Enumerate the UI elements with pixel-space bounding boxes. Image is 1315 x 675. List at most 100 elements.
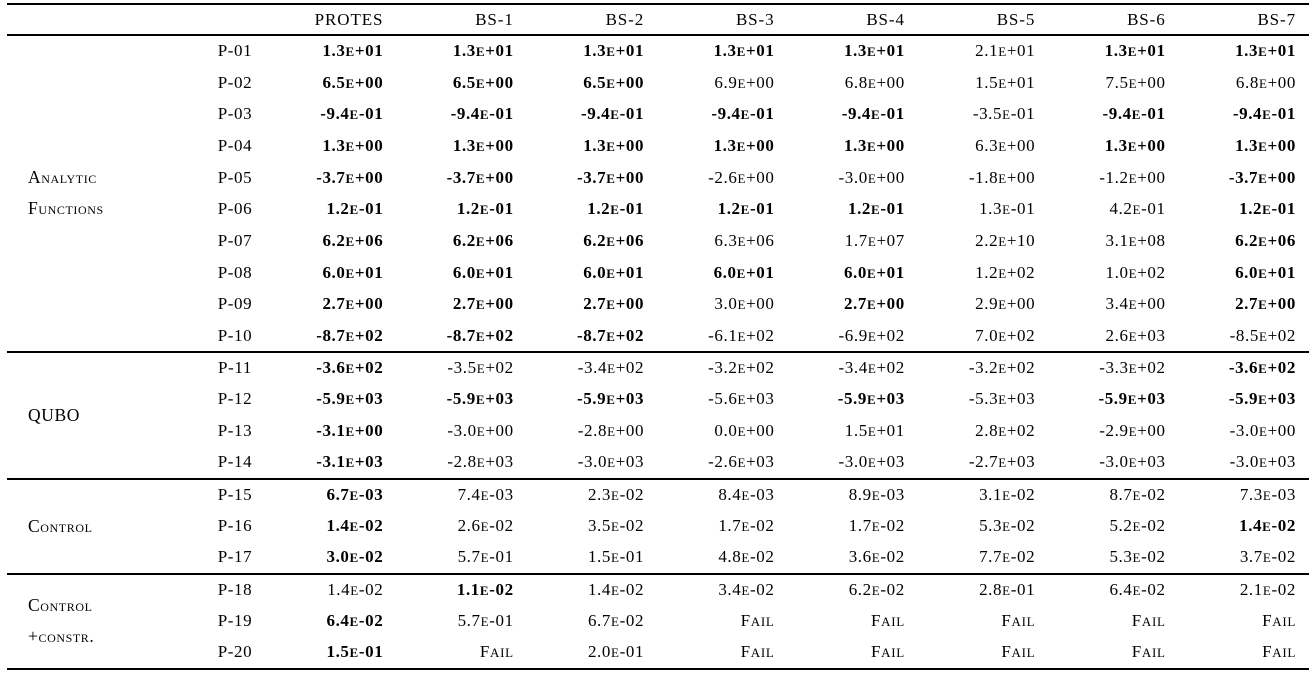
table-row-p-16: P-16 1.4E-02 2.6E-02 3.5E-02 1.7E-02 1.7E-02 5…: [7, 510, 1309, 542]
problem-id-cell: P-13: [217, 421, 253, 441]
value-cell: -3.0E+00: [447, 421, 514, 441]
value-cell: 1.4E-02: [326, 516, 384, 536]
value-cell: 3.7E-02: [1239, 547, 1296, 567]
value-cell: 1.2E+02: [975, 262, 1036, 282]
group-label: Control +constr.: [28, 595, 95, 647]
value-cell: 6.0E+01: [713, 262, 775, 282]
value-cell: 2.0E-01: [587, 642, 645, 662]
value-cell: 2.7E+00: [843, 294, 905, 314]
value-cell: 3.4E-02: [718, 580, 775, 600]
problem-id-cell: P-04: [217, 135, 253, 155]
value-cell: -2.9E+00: [1099, 421, 1166, 441]
value-cell: 7.3E-03: [1239, 484, 1296, 504]
value-cell: FAIL: [1001, 642, 1036, 662]
value-cell: -5.9E+03: [1098, 389, 1166, 409]
group-label: Analytic Functions: [28, 167, 104, 219]
value-cell: 1.3E+00: [843, 135, 905, 155]
value-cell: 8.9E-03: [848, 484, 905, 504]
value-cell: 1.3E+01: [322, 41, 384, 61]
value-cell: 8.4E-03: [718, 484, 775, 504]
value-cell: -2.8E+03: [447, 452, 514, 472]
value-cell: -3.1E+03: [316, 452, 384, 472]
column-header-bs-2: BS-2: [605, 9, 645, 29]
value-cell: -5.3E+03: [968, 389, 1036, 409]
value-cell: 6.2E+06: [452, 230, 514, 250]
value-cell: 1.5E+01: [844, 421, 905, 441]
value-cell: 6.4E-02: [1109, 580, 1166, 600]
value-cell: -5.9E+03: [837, 389, 905, 409]
value-cell: 3.0E+00: [714, 294, 775, 314]
value-cell: 1.5E-01: [587, 547, 645, 567]
column-header-bs-7: BS-7: [1257, 9, 1296, 29]
value-cell: FAIL: [1262, 611, 1296, 631]
table-row-p-13: P-13 -3.1E+00 -3.0E+00 -2.8E+00 0.0E+00 1.5E+…: [7, 415, 1309, 447]
value-cell: 6.0E+01: [583, 262, 645, 282]
value-cell: 2.6E+03: [1105, 325, 1166, 345]
problem-id-cell: P-05: [217, 167, 253, 187]
problem-id-cell: P-17: [217, 547, 253, 567]
value-cell: -3.6E+02: [316, 358, 384, 378]
value-cell: 1.3E+01: [1235, 41, 1296, 61]
value-cell: 1.3E+01: [452, 41, 514, 61]
value-cell: -3.0E+00: [838, 167, 905, 187]
column-header-protes: PROTES: [314, 9, 384, 29]
value-cell: -8.7E+02: [576, 325, 645, 345]
value-cell: -9.4E-01: [1232, 104, 1296, 124]
problem-id-cell: P-16: [217, 516, 253, 536]
value-cell: -5.9E+03: [576, 389, 645, 409]
value-cell: 1.4E-02: [1239, 516, 1296, 536]
value-cell: 7.7E-02: [979, 547, 1036, 567]
value-cell: -3.0E+03: [1229, 452, 1296, 472]
value-cell: 6.7E-03: [326, 484, 384, 504]
table-row-p-09: P-09 2.7E+00 2.7E+00 2.7E+00 3.0E+00 2.7E+00 2…: [7, 289, 1309, 321]
table-row-p-03: P-03 -9.4E-01 -9.4E-01 -9.4E-01 -9.4E-01 -9.4…: [7, 98, 1309, 130]
value-cell: -6.1E+02: [708, 325, 775, 345]
value-cell: 6.2E+06: [583, 230, 645, 250]
table-row-p-10: P-10 -8.7E+02 -8.7E+02 -8.7E+02 -6.1E+02 -6.9…: [7, 320, 1309, 352]
problem-id-cell: P-12: [217, 389, 253, 409]
table-row-p-19: P-19 6.4E-02 5.7E-01 6.7E-02 FAIL FAIL FAIL FAI…: [7, 605, 1309, 637]
table-row-p-02: P-02 6.5E+00 6.5E+00 6.5E+00 6.9E+00 6.8E+00 1…: [7, 67, 1309, 99]
problem-id-cell: P-03: [217, 104, 253, 124]
value-cell: 1.2E-01: [847, 199, 905, 219]
value-cell: 0.0E+00: [714, 421, 775, 441]
value-cell: 5.2E-02: [1109, 516, 1166, 536]
group-label: Control: [28, 515, 93, 536]
value-cell: -3.4E+02: [577, 358, 645, 378]
problem-id-cell: P-18: [217, 580, 253, 600]
value-cell: -9.4E-01: [450, 104, 514, 124]
value-cell: 2.7E+00: [1235, 294, 1296, 314]
table-row-p-11: QUBO P-11 -3.6E+02 -3.5E+02 -3.4E+02 -3.2E+02…: [7, 352, 1309, 425]
value-cell: 6.3E+06: [714, 230, 775, 250]
value-cell: 6.2E-02: [848, 580, 905, 600]
value-cell: FAIL: [871, 642, 905, 662]
problem-id-cell: P-11: [218, 358, 252, 378]
table-row-p-01: Analytic Functions P-01 1.3E+01 1.3E+01 1.3E+…: [7, 35, 1309, 218]
group-analytic-functions: Analytic Functions P-01 1.3E+01 1.3E+01 1.3E+…: [7, 35, 1309, 352]
value-cell: 6.8E+00: [1235, 72, 1296, 92]
value-cell: FAIL: [1001, 611, 1036, 631]
column-header-bs-5: BS-5: [996, 9, 1036, 29]
value-cell: 1.4E-02: [327, 580, 384, 600]
column-header-bs-3: BS-3: [735, 9, 775, 29]
table-row-p-18: Control +constr. P-18 1.4E-02 1.1E-02 1.4E-02…: [7, 574, 1309, 646]
value-cell: 6.7E-02: [587, 611, 645, 631]
problem-id-cell: P-02: [217, 72, 253, 92]
value-cell: FAIL: [1131, 642, 1166, 662]
value-cell: 6.5E+00: [583, 72, 645, 92]
value-cell: 2.6E-02: [457, 516, 514, 536]
column-header-bs-4: BS-4: [866, 9, 905, 29]
value-cell: -2.7E+03: [968, 452, 1036, 472]
value-cell: -9.4E-01: [841, 104, 905, 124]
value-cell: 5.7E-01: [457, 547, 514, 567]
value-cell: 1.3E+00: [713, 135, 775, 155]
value-cell: 6.0E+01: [452, 262, 514, 282]
value-cell: 6.2E+06: [1235, 230, 1296, 250]
value-cell: -5.9E+03: [316, 389, 384, 409]
value-cell: 5.7E-01: [457, 611, 514, 631]
header-row: PROTES BS-1 BS-2 BS-3 BS-4 BS-5 BS-6 BS-7: [7, 4, 1309, 35]
column-header-bs-1: BS-1: [475, 9, 514, 29]
value-cell: FAIL: [740, 642, 775, 662]
value-cell: -8.7E+02: [316, 325, 384, 345]
